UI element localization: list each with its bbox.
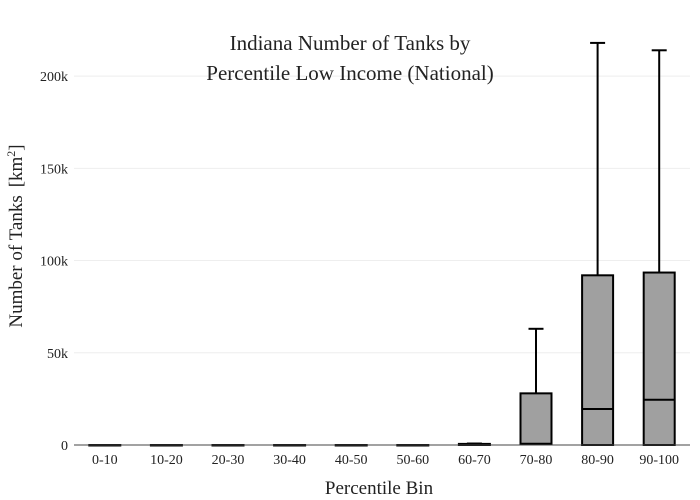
chart-title-line-2: Percentile Low Income (National) bbox=[206, 61, 493, 85]
x-tick-label: 30-40 bbox=[273, 453, 306, 468]
x-tick-labels: 0-10 10-20 20-30 30-40 40-50 50-60 60-70 70-80 8… bbox=[92, 453, 679, 468]
x-tick-label: 40-50 bbox=[335, 453, 368, 468]
y-tick-label: 150k bbox=[40, 162, 68, 177]
y-axis-title-unit-close: ] bbox=[6, 144, 27, 150]
x-tick-label: 90-100 bbox=[639, 453, 679, 468]
y-tick-label: 50k bbox=[47, 347, 68, 362]
y-tick-label: 100k bbox=[40, 255, 68, 270]
y-axis-title-unit: [km bbox=[6, 156, 27, 187]
box-body bbox=[519, 392, 553, 446]
x-tick-label: 80-90 bbox=[581, 453, 614, 468]
x-axis-title: Percentile Bin bbox=[325, 478, 434, 499]
boxes bbox=[88, 41, 676, 447]
box-90-100 bbox=[642, 49, 676, 446]
x-tick-label: 60-70 bbox=[458, 453, 491, 468]
x-tick-label: 50-60 bbox=[396, 453, 429, 468]
box-80-90 bbox=[581, 41, 615, 446]
y-axis-title-unit-sup: 2 bbox=[4, 151, 18, 157]
box-body bbox=[581, 274, 615, 446]
x-tick-label: 10-20 bbox=[150, 453, 183, 468]
x-tick-label: 20-30 bbox=[212, 453, 245, 468]
box-70-80 bbox=[519, 327, 553, 446]
y-axis-title: Number of Tanks [km2] bbox=[4, 144, 27, 327]
y-tick-label: 200k bbox=[40, 70, 68, 85]
box-body bbox=[642, 271, 676, 446]
y-tick-label: 0 bbox=[61, 439, 68, 454]
y-tick-labels: 0 50k 100k 150k 200k bbox=[40, 70, 68, 454]
chart-title-line-1: Indiana Number of Tanks by bbox=[230, 31, 471, 55]
x-tick-label: 0-10 bbox=[92, 453, 118, 468]
x-tick-label: 70-80 bbox=[520, 453, 553, 468]
y-axis-title-text: Number of Tanks bbox=[6, 195, 27, 327]
